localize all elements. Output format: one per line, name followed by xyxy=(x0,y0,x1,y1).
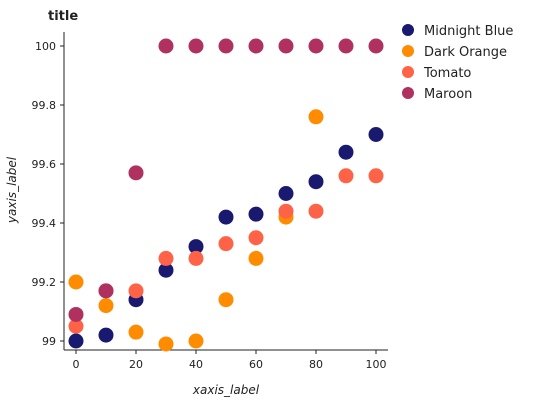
data-point xyxy=(98,327,114,343)
data-point xyxy=(368,168,384,184)
series-tomato xyxy=(68,168,384,334)
data-point xyxy=(158,262,174,278)
data-point xyxy=(368,127,384,142)
legend-marker xyxy=(402,45,414,57)
data-point xyxy=(308,203,324,219)
x-axis-title: xaxis_label xyxy=(192,383,260,397)
data-point xyxy=(278,203,294,219)
data-point xyxy=(308,38,324,54)
legend-item: Tomato xyxy=(402,66,471,81)
x-tick-label: 0 xyxy=(73,358,80,371)
data-point xyxy=(248,250,264,266)
x-tick-label: 80 xyxy=(309,358,323,371)
axes: 0 20 40 60 80 100 99 99.2 99.4 99.6 99.8 100 xyxy=(32,32,388,371)
data-point xyxy=(128,324,144,340)
data-point xyxy=(158,336,174,352)
data-point xyxy=(308,109,324,125)
x-tick-label: 60 xyxy=(249,358,263,371)
data-point xyxy=(218,38,234,54)
data-point xyxy=(368,38,384,54)
data-point xyxy=(158,250,174,266)
data-point xyxy=(128,165,144,181)
data-point xyxy=(218,209,234,225)
data-point xyxy=(188,38,204,54)
data-point xyxy=(248,206,264,222)
series-dark-orange xyxy=(68,109,324,352)
data-point xyxy=(98,298,114,314)
data-points xyxy=(68,38,384,352)
data-point xyxy=(188,333,204,349)
data-point xyxy=(278,186,294,201)
y-tick-label: 99.4 xyxy=(32,217,57,230)
data-point xyxy=(68,318,84,334)
data-point xyxy=(68,274,84,290)
series-midnight-blue xyxy=(68,127,384,349)
legend-label: Midnight Blue xyxy=(424,24,513,39)
data-point xyxy=(218,236,234,252)
x-tick-label: 100 xyxy=(366,358,387,371)
series-maroon xyxy=(68,38,384,322)
legend-label: Dark Orange xyxy=(424,45,507,60)
y-tick-label: 99.8 xyxy=(32,99,57,112)
data-point xyxy=(278,38,294,54)
chart-title: title xyxy=(48,9,78,24)
legend-marker xyxy=(402,24,414,36)
data-point xyxy=(188,250,204,266)
y-tick-label: 99 xyxy=(42,335,56,348)
legend-marker xyxy=(402,66,414,78)
legend-label: Tomato xyxy=(423,66,471,81)
y-tick-label: 99.6 xyxy=(32,158,57,171)
data-point xyxy=(128,283,144,299)
data-point xyxy=(308,174,324,190)
data-point xyxy=(68,306,84,322)
x-tick-label: 20 xyxy=(129,358,143,371)
legend: Midnight Blue Dark Orange Tomato Maroon xyxy=(402,24,513,102)
data-point xyxy=(338,144,354,160)
legend-item: Midnight Blue xyxy=(402,24,513,39)
data-point xyxy=(158,38,174,54)
data-point xyxy=(98,283,114,299)
data-point xyxy=(338,168,354,184)
x-tick-label: 40 xyxy=(189,358,203,371)
y-axis-title: yaxis_label xyxy=(5,156,19,224)
y-tick-label: 100 xyxy=(35,40,56,53)
legend-item: Maroon xyxy=(402,87,472,102)
data-point xyxy=(68,333,84,349)
data-point xyxy=(248,38,264,54)
y-tick-label: 99.2 xyxy=(32,276,57,289)
data-point xyxy=(338,38,354,54)
data-point xyxy=(218,292,234,308)
data-point xyxy=(248,230,264,246)
data-point xyxy=(188,239,204,255)
legend-item: Dark Orange xyxy=(402,45,507,60)
legend-marker xyxy=(402,87,414,99)
legend-label: Maroon xyxy=(424,87,472,102)
